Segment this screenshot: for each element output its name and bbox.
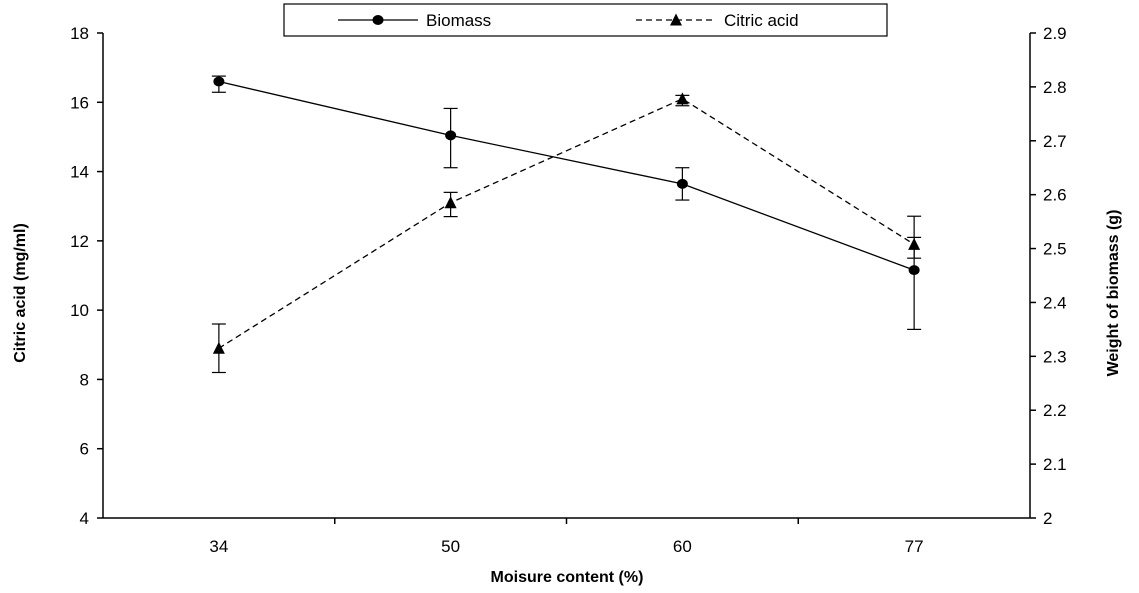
data-point-biomass xyxy=(676,178,688,189)
legend-marker-citric-acid xyxy=(670,13,682,26)
y-left-tick-label: 12 xyxy=(70,232,89,251)
data-point-citric-acid xyxy=(908,237,921,250)
legend-label-biomass: Biomass xyxy=(426,11,491,30)
data-point-citric-acid xyxy=(212,341,225,354)
y-right-tick-label: 2.1 xyxy=(1043,455,1067,474)
x-tick-label: 60 xyxy=(673,537,692,556)
y-axis-right-title: Weight of biomass (g) xyxy=(1105,210,1122,377)
y-right-tick-label: 2 xyxy=(1043,509,1052,528)
x-tick-label: 34 xyxy=(209,537,228,556)
x-tick-label: 50 xyxy=(441,537,460,556)
series-citric-acid xyxy=(211,92,922,374)
series-layer xyxy=(211,75,922,374)
y-right-tick-label: 2.9 xyxy=(1043,24,1067,43)
y-left-tick-label: 4 xyxy=(80,509,89,528)
x-tick-label: 77 xyxy=(905,537,924,556)
legend-label-citric-acid: Citric acid xyxy=(724,11,799,30)
y-right-tick-label: 2.8 xyxy=(1043,78,1067,97)
y-right-tick-label: 2.7 xyxy=(1043,132,1067,151)
data-point-biomass xyxy=(908,265,920,276)
y-left-tick-label: 18 xyxy=(70,24,89,43)
y-left-tick-label: 8 xyxy=(80,370,89,389)
x-axis-title: Moisure content (%) xyxy=(491,569,644,586)
legend: Biomass Citric acid xyxy=(283,3,888,37)
axes-layer: 4 6 8 10 12 14 16 18 2 2.1 2.2 2.3 2.4 2.5 2.6 2.7 2.8 2.… xyxy=(70,24,1067,556)
y-right-tick-label: 2.2 xyxy=(1043,401,1067,420)
data-point-biomass xyxy=(213,76,225,87)
y-right-tick-label: 2.6 xyxy=(1043,186,1067,205)
data-point-biomass xyxy=(445,130,457,141)
series-biomass xyxy=(211,75,922,330)
data-point-citric-acid xyxy=(444,196,457,209)
y-right-tick-label: 2.3 xyxy=(1043,347,1067,366)
y-axis-left-title: Citric acid (mg/ml) xyxy=(12,223,29,363)
y-left-tick-label: 6 xyxy=(80,440,89,459)
y-right-tick-label: 2.5 xyxy=(1043,240,1067,259)
y-left-tick-label: 10 xyxy=(70,301,89,320)
legend-marker-biomass xyxy=(372,15,384,25)
y-right-tick-label: 2.4 xyxy=(1043,293,1067,312)
y-left-tick-label: 14 xyxy=(70,163,89,182)
data-point-citric-acid xyxy=(676,92,689,105)
series-line-citric-acid xyxy=(218,98,915,349)
y-left-tick-label: 16 xyxy=(70,93,89,112)
series-line-biomass xyxy=(218,80,915,271)
